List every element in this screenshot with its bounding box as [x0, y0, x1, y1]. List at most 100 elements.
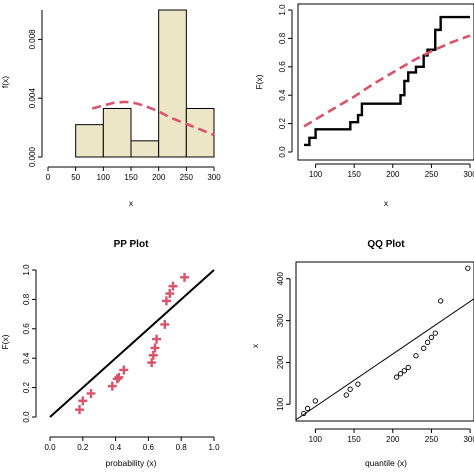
qq-plot-xlabel: quantile (x): [365, 458, 407, 468]
pp-x-tick-label: 0.8: [176, 443, 188, 452]
pp-y-tick-label: 0.0: [22, 411, 31, 423]
qq-point: [438, 298, 444, 304]
histogram-density-curve: [91, 100, 215, 137]
pp-point: [161, 296, 171, 306]
qq-point: [413, 353, 419, 359]
qq-point: [343, 392, 349, 398]
qq-point: [401, 368, 407, 374]
qq-plot-title: QQ Plot: [367, 239, 405, 250]
pp-y-tick-label: 0.8: [22, 293, 31, 305]
pp-point: [179, 272, 189, 282]
ecdf-y-tick-label: 0.4: [278, 89, 287, 101]
ecdf-x-tick-label: 300: [463, 170, 474, 179]
pp-plot-panel: PP Plot F(x) probability (x) 0.0 0.2 0.4 0.…: [0, 239, 220, 468]
histogram-bar: [75, 124, 104, 158]
ecdf-step-line: [304, 15, 470, 147]
histogram-x-tick-label: 0: [46, 173, 51, 182]
pp-x-tick-label: 0.0: [44, 443, 56, 452]
ecdf-ylabel: F(x): [254, 74, 264, 89]
qq-point: [432, 330, 438, 336]
ecdf-panel: F(x) x 100 150 200 250 300 0.0 0.2 0.4 0.6 0.8 1.0: [254, 3, 474, 208]
pp-point: [112, 374, 122, 384]
ecdf-y-tick-label: 1.0: [278, 4, 287, 16]
histogram-x-tick-label: 50: [71, 173, 80, 182]
ecdf-y-tick-label: 0.2: [278, 117, 287, 129]
pp-point: [165, 289, 175, 299]
ecdf-x-tick-label: 100: [309, 170, 323, 179]
qq-point: [304, 405, 311, 412]
ecdf-y-tick-label: 0.6: [278, 61, 287, 73]
pp-point: [148, 350, 158, 360]
pp-point: [150, 343, 160, 353]
pp-reference-line: [49, 269, 215, 418]
ecdf-x-tick-label: 150: [348, 170, 362, 179]
histogram-y-tick-label: 0.004: [28, 88, 37, 109]
histogram-ylabel: f(x): [0, 76, 10, 88]
pp-y-tick-label: 0.6: [22, 323, 31, 335]
histogram-bar: [158, 9, 187, 158]
pp-point: [78, 396, 88, 406]
pp-point: [152, 334, 162, 344]
pp-point: [119, 365, 129, 375]
qq-y-tick-label: 400: [276, 272, 285, 286]
pp-y-tick-label: 0.2: [22, 381, 31, 393]
histogram-x-tick-label: 300: [207, 173, 221, 182]
qq-point: [393, 374, 400, 380]
pp-point: [86, 388, 96, 398]
qq-point: [347, 386, 353, 392]
qq-plot-ylabel: x: [250, 343, 260, 348]
pp-x-tick-label: 0.2: [77, 443, 89, 452]
histogram-x-tick-label: 250: [180, 173, 194, 182]
histogram-bar: [185, 107, 215, 158]
pp-point: [160, 319, 170, 329]
histogram-y-tick-label: 0.000: [28, 146, 37, 167]
qq-plot-box: [295, 261, 474, 422]
qq-x-tick-label: 150: [347, 435, 361, 444]
pp-plot-xlabel: probability (x): [105, 458, 156, 468]
pp-point: [147, 358, 157, 368]
qq-x-tick-label: 100: [309, 435, 323, 444]
qq-y-tick-label: 200: [276, 355, 285, 369]
ecdf-y-tick-label: 0.8: [278, 32, 287, 44]
qq-point: [397, 371, 404, 377]
histogram-x-tick-label: 150: [124, 173, 138, 182]
qq-point: [465, 265, 471, 271]
qq-point: [355, 381, 361, 387]
qq-point: [428, 334, 435, 340]
pp-y-tick-label: 0.4: [22, 352, 31, 364]
histogram-bar: [102, 107, 132, 158]
qq-x-tick-label: 300: [463, 435, 474, 444]
histogram-y-tick-label: 0.008: [28, 29, 37, 50]
ecdf-fitted-curve: [303, 34, 471, 128]
qq-point: [312, 398, 318, 404]
pp-x-tick-label: 0.4: [110, 443, 122, 452]
histogram-x-tick-label: 100: [97, 173, 111, 182]
qq-x-tick-label: 200: [386, 435, 400, 444]
qq-plot-panel: QQ Plot x quantile (x) 100 150 200 250 300 10…: [250, 239, 474, 468]
qq-point: [424, 339, 431, 345]
histogram-x-tick-label: 200: [152, 173, 166, 182]
histogram-xlabel: x: [129, 198, 134, 208]
qq-point: [405, 364, 411, 371]
pp-plot-ylabel: F(x): [0, 334, 10, 349]
pp-y-tick-label: 1.0: [22, 264, 31, 276]
qq-y-tick-label: 300: [276, 313, 285, 327]
qq-reference-line: [295, 298, 474, 421]
ecdf-x-tick-label: 200: [386, 170, 400, 179]
ecdf-plot-box: [297, 3, 474, 161]
qq-y-tick-label: 100: [276, 397, 285, 411]
pp-point: [75, 405, 85, 415]
histogram-bar: [130, 140, 160, 158]
ecdf-x-tick-label: 250: [425, 170, 439, 179]
ecdf-y-tick-label: 0.0: [278, 146, 287, 158]
pp-point: [168, 281, 178, 291]
pp-x-tick-label: 1.0: [208, 443, 220, 452]
ecdf-xlabel: x: [384, 198, 389, 208]
pp-point: [107, 381, 117, 391]
pp-plot-title: PP Plot: [114, 239, 149, 250]
pp-point: [114, 372, 124, 382]
pp-x-tick-label: 0.6: [143, 443, 155, 452]
qq-point: [301, 410, 307, 417]
qq-point: [421, 345, 427, 351]
